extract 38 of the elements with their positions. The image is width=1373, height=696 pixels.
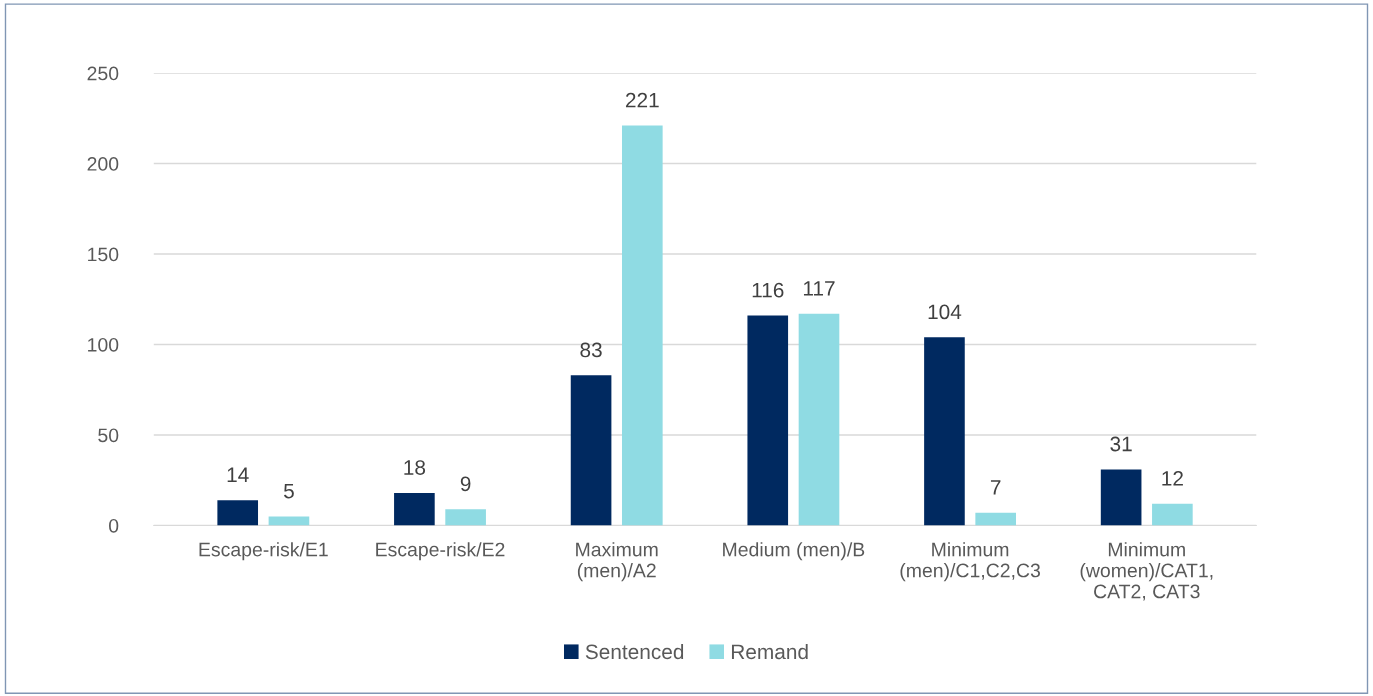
bar [217, 500, 259, 526]
data-label: 83 [580, 342, 602, 358]
data-label: 116 [752, 282, 784, 298]
y-tick-label: 250 [87, 66, 119, 81]
bar [1152, 503, 1193, 526]
bar [268, 516, 310, 526]
bar [975, 512, 1016, 526]
data-label: 221 [625, 92, 659, 108]
bar [445, 509, 486, 526]
data-label: 5 [283, 483, 294, 499]
x-tick-label: Escape-risk/E1 [199, 542, 328, 561]
data-label: 14 [227, 467, 249, 482]
y-tick-label: 200 [87, 157, 119, 171]
bar [621, 125, 663, 526]
x-tick-label: Minimum (men)/C1,C2,C3 [900, 542, 1040, 582]
x-tick-label: Minimum (women)/CAT1, CAT2, CAT3 [1080, 542, 1213, 601]
data-label: 104 [928, 304, 962, 320]
bar [747, 315, 789, 526]
data-label: 31 [1110, 436, 1132, 452]
data-label: 18 [404, 460, 426, 475]
data-label: 12 [1162, 471, 1183, 486]
y-tick-label: 50 [98, 428, 119, 443]
bar [570, 375, 612, 526]
y-tick-label: 100 [88, 337, 119, 352]
y-tick-label: 0 [109, 518, 119, 533]
x-tick-label: Maximum (men)/A2 [576, 542, 658, 582]
data-label: 117 [803, 281, 835, 296]
data-label: 9 [460, 476, 471, 492]
bar [394, 492, 435, 526]
bar [1100, 469, 1142, 526]
bar [798, 313, 840, 526]
legend-label: Sentenced [585, 643, 684, 660]
bar [924, 337, 965, 526]
x-tick-label: Escape-risk/E2 [376, 542, 505, 561]
x-tick-label: Medium (men)/B [723, 542, 865, 561]
y-tick-label: 150 [88, 247, 119, 262]
legend-label: Remand [731, 643, 808, 660]
data-label: 7 [990, 480, 1001, 495]
